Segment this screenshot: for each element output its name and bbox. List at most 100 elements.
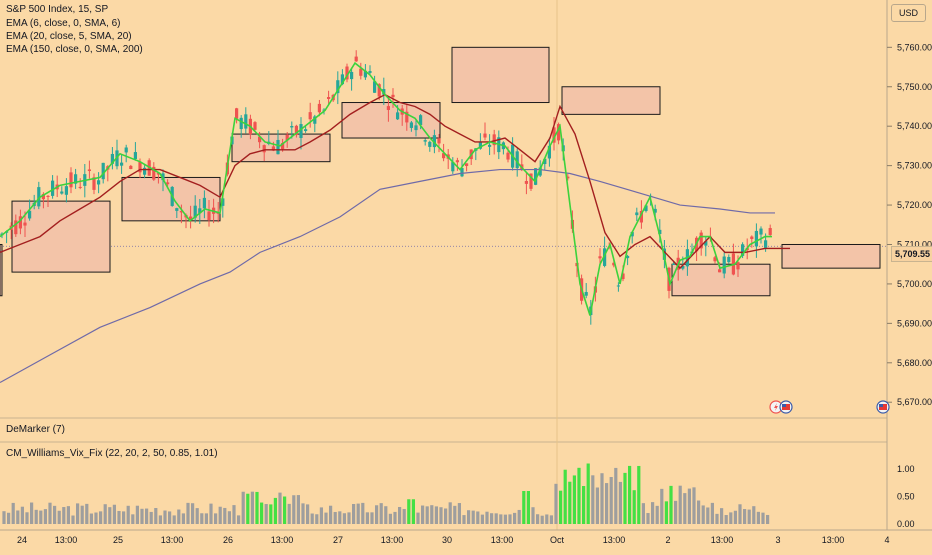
candle-body [621, 273, 625, 280]
vix-bar [342, 513, 346, 524]
vix-bar [39, 510, 43, 524]
candle-body [741, 244, 745, 256]
vix-bar [158, 515, 162, 524]
ema6-line [0, 61, 772, 316]
vix-bar [227, 511, 231, 524]
vix-bar [462, 515, 466, 524]
vix-bar [752, 506, 756, 524]
demarker-legend[interactable]: DeMarker (7) [6, 424, 65, 435]
vix-bar [117, 510, 121, 524]
candle-body [492, 134, 496, 146]
ema-lines [0, 61, 790, 384]
candle-body [340, 74, 344, 85]
vix-bar [674, 500, 678, 524]
vix-fix-legend[interactable]: CM_Williams_Vix_Fix (22, 20, 2, 50, 0.85… [6, 448, 218, 459]
vix-bar [434, 506, 438, 524]
candle-body [699, 232, 703, 249]
candle-body [193, 205, 197, 218]
vix-bar [402, 508, 406, 524]
vix-bar [720, 508, 724, 524]
candle-body [359, 68, 363, 76]
candle-body [377, 84, 381, 97]
candle-body [547, 145, 551, 159]
vix-bar [421, 505, 425, 524]
vix-bar [595, 487, 599, 524]
zone-box [671, 263, 771, 297]
candle-body [672, 263, 676, 265]
vix-bar [526, 491, 530, 524]
vix-bar [324, 512, 328, 524]
vix-bar [57, 510, 61, 524]
candle-body [18, 216, 22, 229]
candle-body [639, 210, 643, 223]
candle-body [465, 163, 469, 167]
vix-bar [301, 503, 305, 524]
vix-bar [586, 463, 590, 524]
candle-body [713, 257, 717, 262]
currency-button[interactable]: USD [891, 4, 926, 22]
vix-bar [660, 488, 664, 524]
candle-body [460, 168, 464, 177]
candle-body [386, 106, 390, 110]
vix-bar [11, 502, 15, 524]
price-tick-label: 5,740.00 [897, 121, 932, 131]
vix-bar [577, 467, 581, 524]
vix-bar [628, 465, 632, 524]
candle-body [612, 262, 616, 266]
vix-bar [80, 505, 84, 524]
vix-bar [766, 514, 770, 524]
candle-body [129, 165, 133, 169]
candle-body [598, 256, 602, 259]
vix-bar [480, 514, 484, 524]
candle-body [543, 158, 547, 165]
vix-bar [85, 503, 89, 524]
vix-bar [646, 513, 650, 524]
vix-bar [168, 511, 172, 524]
time-tick-label: 13:00 [55, 535, 78, 545]
vix-bar [761, 512, 765, 524]
vix-bar [692, 487, 696, 524]
price-tick-label: 5,750.00 [897, 82, 932, 92]
candle-body [308, 112, 312, 120]
vix-bar [269, 504, 273, 524]
vix-bar [232, 505, 236, 524]
vix-bar [154, 507, 158, 524]
vix-bar [743, 509, 747, 524]
candle-body [166, 182, 170, 185]
candle-body [423, 140, 427, 142]
time-tick-label: 13:00 [491, 535, 514, 545]
ema20-legend[interactable]: EMA (20, close, 5, SMA, 20) [6, 31, 132, 42]
vix-bar [135, 505, 139, 524]
vix-bar [614, 467, 618, 524]
candle-body [101, 162, 105, 180]
vix-bar [43, 509, 47, 524]
vix-bar [145, 508, 149, 524]
vix-bar [296, 495, 300, 524]
candle-body [414, 125, 418, 131]
vix-bar [508, 514, 512, 524]
vix-bar [163, 510, 167, 524]
candle-body [354, 56, 358, 62]
vix-bar [715, 513, 719, 524]
candle-body [584, 292, 588, 296]
candle-body [764, 240, 768, 248]
vix-bar [499, 514, 503, 524]
vix-bar [172, 515, 176, 524]
vix-bar [453, 505, 457, 524]
vix-bar [393, 511, 397, 524]
candle-body [133, 152, 137, 159]
candle-body [635, 212, 639, 216]
vix-bar [563, 469, 567, 524]
candle-body [391, 94, 395, 98]
vix-bar [260, 502, 264, 524]
candle-body [327, 97, 331, 99]
candle-body [653, 208, 657, 213]
vix-bar [177, 509, 181, 524]
ema150-legend[interactable]: EMA (150, close, 0, SMA, 200) [6, 44, 143, 55]
vix-bar [131, 514, 135, 524]
ema6-legend[interactable]: EMA (6, close, 0, SMA, 6) [6, 18, 121, 29]
vix-bar [48, 502, 52, 524]
vix-bar [503, 514, 507, 524]
